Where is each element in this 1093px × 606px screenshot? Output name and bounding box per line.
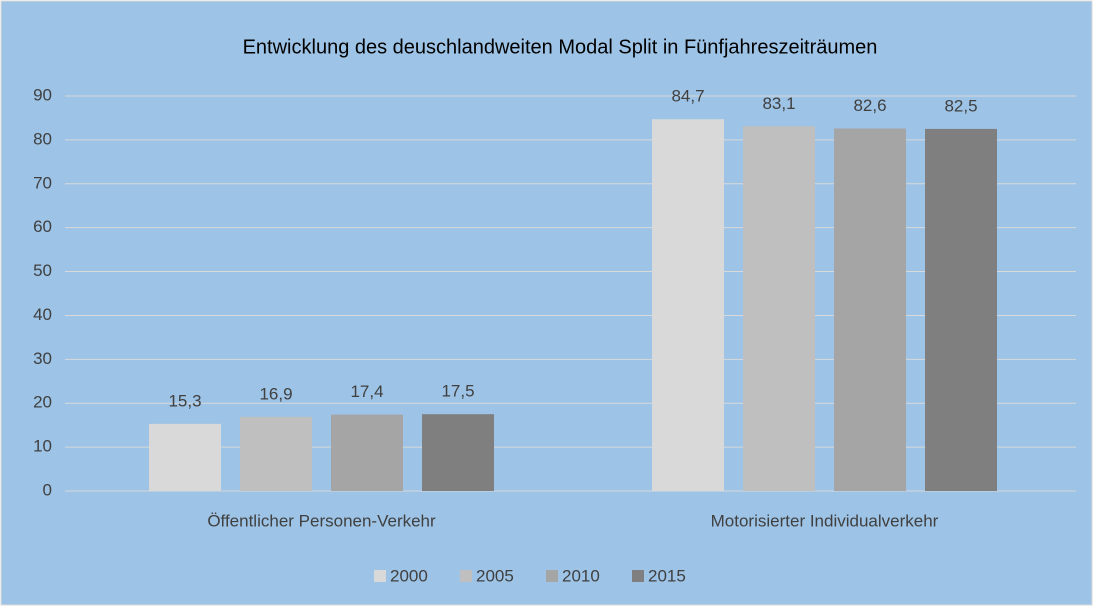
y-tick-label: 0 — [43, 480, 52, 499]
y-tick-label: 10 — [33, 437, 52, 456]
data-label: 83,1 — [762, 94, 795, 113]
x-tick-label: Öffentlicher Personen-Verkehr — [207, 511, 436, 530]
bar — [149, 423, 221, 491]
y-tick-label: 20 — [33, 393, 52, 412]
data-label: 17,5 — [441, 382, 474, 401]
y-tick-label: 90 — [33, 85, 52, 104]
data-label: 84,7 — [671, 87, 704, 106]
data-label: 82,5 — [944, 96, 977, 115]
legend-label: 2010 — [562, 566, 600, 585]
bar — [331, 414, 403, 491]
bar — [240, 416, 312, 491]
y-tick-label: 80 — [33, 129, 52, 148]
legend-label: 2015 — [648, 566, 686, 585]
legend-label: 2000 — [390, 566, 428, 585]
legend-label: 2005 — [476, 566, 514, 585]
bar — [743, 126, 815, 492]
data-label: 16,9 — [259, 384, 292, 403]
data-label: 17,4 — [350, 382, 383, 401]
y-tick-label: 50 — [33, 261, 52, 280]
bar — [925, 128, 997, 491]
chart-title: Entwicklung des deuschlandweiten Modal S… — [243, 36, 878, 58]
y-tick-label: 70 — [33, 173, 52, 192]
y-tick-label: 60 — [33, 217, 52, 236]
y-tick-label: 30 — [33, 349, 52, 368]
legend-swatch — [632, 570, 644, 582]
y-tick-label: 40 — [33, 305, 52, 324]
data-label: 82,6 — [853, 96, 886, 115]
legend-swatch — [460, 570, 472, 582]
legend-swatch — [374, 570, 386, 582]
bar — [652, 119, 724, 491]
bar — [834, 128, 906, 491]
legend-swatch — [546, 570, 558, 582]
bar — [422, 414, 494, 491]
x-tick-label: Motorisierter Individualverkehr — [711, 511, 939, 530]
data-label: 15,3 — [168, 391, 201, 410]
